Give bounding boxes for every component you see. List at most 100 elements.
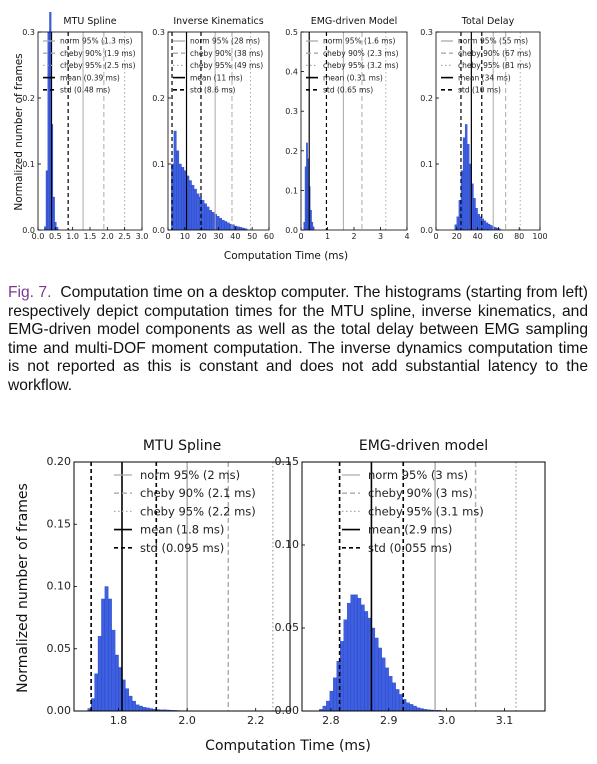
x-tick-label: 2.5 [118,232,131,241]
histogram-bar [48,32,50,230]
y-tick-label: 0.0 [420,226,433,235]
histogram-bar [219,218,222,230]
y-tick-label: 0.2 [22,94,35,103]
legend-entry: norm 95% (1.3 ms) [60,37,132,46]
histogram-bar [465,124,467,230]
x-tick-label: 2.9 [380,714,398,727]
histogram-bar [98,636,101,711]
histogram-bar [340,641,343,711]
histogram-bar [176,151,179,230]
legend-entry: mean (1.8 ms) [140,523,224,537]
figure-label: Fig. 7. [8,284,51,301]
y-tick-label: 0.1 [22,160,35,169]
top-ylabel: Normalized number of frames [13,53,25,210]
histogram-bar [174,131,177,230]
legend-entry: cheby 90% (3 ms) [368,486,473,500]
legend-entry: mean (11 ms) [190,73,243,82]
legend-entry: cheby 95% (3.2 ms) [323,61,399,70]
x-tick-label: 20 [452,232,462,241]
histogram-bar [306,143,307,230]
x-tick-label: 2.2 [247,714,265,727]
histogram-bar [389,676,392,711]
histogram-bar [125,689,128,711]
legend-entry: norm 95% (1.6 ms) [323,37,395,46]
y-tick-label: 0.3 [420,28,433,37]
histogram-bar [488,224,490,230]
legend-entry: cheby 90% (67 ms) [458,49,531,58]
legend-entry: mean (0.31 ms) [323,73,383,82]
x-tick-label: 60 [493,232,503,241]
y-tick-label: 0.00 [275,704,300,717]
legend-entry: cheby 95% (81 ms) [458,61,531,70]
histogram-bar [323,706,326,711]
y-tick-label: 0.05 [47,642,72,655]
histogram-panel-5: 1.8 2.0 2.20.000.050.100.150.20MTU Splinen… [47,438,291,727]
histogram-bar [49,12,51,230]
histogram-bar [347,603,350,711]
histogram-bar [364,611,367,711]
y-tick-label: 0.3 [285,107,298,116]
legend-entry: std (10 ms) [458,86,501,95]
histogram-bar [53,197,55,230]
histogram-panel-3: 0 1 2 3 40.00.10.20.30.40.5EMG-driven Modeln… [285,16,409,241]
legend-entry: std (0.055 ms) [368,541,452,555]
histogram-bar [312,222,313,230]
histogram-bar [181,167,184,230]
histogram-bar [399,694,402,711]
y-tick-label: 0.00 [47,704,72,717]
x-tick-label: 0.5 [49,232,62,241]
y-tick-label: 0.4 [285,68,298,77]
legend-entry: cheby 95% (3.1 ms) [368,504,484,518]
histogram-bar [484,221,486,230]
y-tick-label: 0.1 [152,160,165,169]
y-tick-label: 0.10 [275,538,300,551]
legend-entry: mean (34 ms) [458,73,511,82]
histogram-bar [204,204,207,230]
legend-entry: std (0.48 ms) [60,86,110,95]
histogram-bar [476,208,478,230]
histogram-bar [358,598,361,711]
histogram-bar [139,706,142,711]
legend-entry: cheby 95% (2.5 ms) [60,61,136,70]
legend-entry: cheby 95% (49 ms) [190,61,263,70]
x-tick-label: 30 [213,232,223,241]
histogram-bar [385,668,388,711]
histogram-bar [112,630,115,711]
legend-entry: mean (0.39 ms) [60,73,120,82]
histogram-bar [304,222,305,230]
histogram-bar [392,683,395,711]
histogram-bar [313,227,314,230]
legend-entry: cheby 90% (38 ms) [190,49,263,58]
histogram-bar [396,689,399,711]
histogram-bar [406,703,409,711]
y-tick-label: 0.0 [152,226,165,235]
histogram-bar [143,707,146,711]
legend-entry: norm 95% (55 ms) [458,37,528,46]
x-tick-label: 2.0 [178,714,196,727]
x-tick-label: 40 [230,232,240,241]
legend-entry: cheby 90% (2.1 ms) [140,486,256,500]
histogram-bar [227,223,230,230]
x-tick-label: 0 [298,232,303,241]
histogram-bar [467,144,469,230]
histogram-bar [351,595,354,711]
x-tick-label: 2 [351,232,356,241]
histogram-bar [222,220,225,230]
panel-title: MTU Spline [143,438,221,454]
histogram-bar [237,227,240,230]
histogram-bar [410,704,413,711]
histogram-bar [46,171,48,230]
histogram-bar [378,648,381,711]
legend-entry: std (0.65 ms) [323,86,373,95]
y-tick-label: 0.10 [47,580,72,593]
legend-entry: cheby 90% (1.9 ms) [60,49,136,58]
panel-title: Inverse Kinematics [173,16,263,27]
y-tick-label: 0.1 [420,160,433,169]
histogram-bar [333,678,336,711]
histogram-bar [192,185,195,230]
y-tick-label: 0.2 [420,94,433,103]
top-xlabel: Computation Time (ms) [224,250,348,262]
histogram-bar [209,210,212,230]
histogram-bar [486,223,488,230]
legend-entry: norm 95% (3 ms) [368,468,468,482]
